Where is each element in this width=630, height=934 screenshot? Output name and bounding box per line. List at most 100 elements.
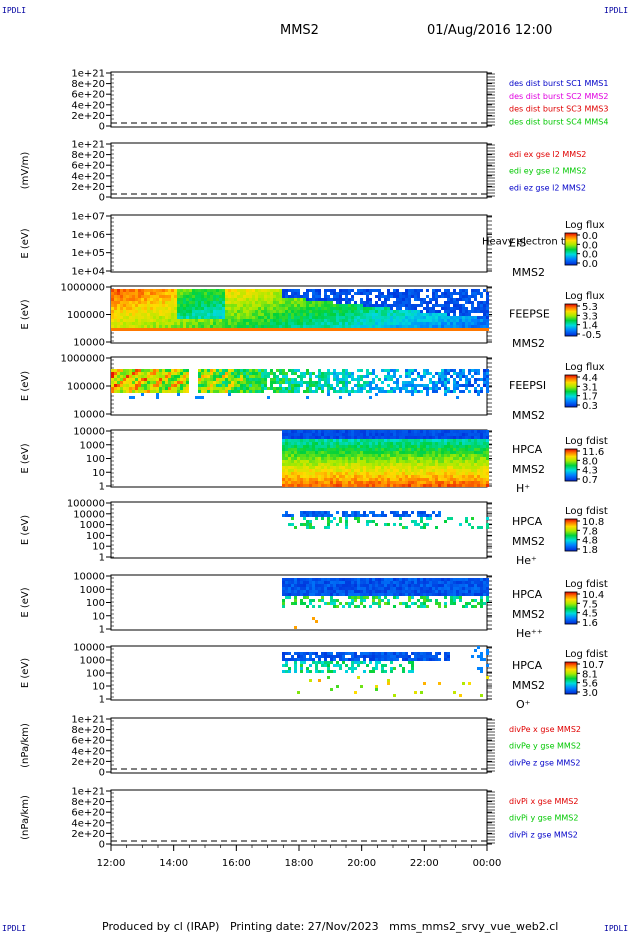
spectrogram-cell — [453, 593, 456, 596]
spectrogram-cell — [324, 310, 327, 313]
spectrogram-cell — [486, 463, 489, 466]
spectrogram-cell — [318, 460, 321, 463]
spectrogram-cell — [258, 375, 261, 378]
spectrogram-cell — [159, 375, 162, 378]
spectrogram-cell — [453, 372, 456, 375]
spectrogram-cell — [471, 517, 474, 520]
spectrogram-cell — [246, 369, 249, 372]
spectrogram-cell — [330, 439, 333, 442]
spectrogram-cell — [192, 289, 195, 292]
spectrogram-cell — [450, 581, 453, 584]
spectrogram-cell — [456, 328, 459, 331]
spectrogram-cell — [447, 436, 450, 439]
spectrogram-cell — [477, 390, 480, 393]
spectrogram-cell — [327, 322, 330, 325]
spectrogram-cell — [135, 313, 138, 316]
spectrogram-cell — [357, 325, 360, 328]
spectrogram-cell — [444, 307, 447, 310]
spectrogram-cell — [393, 511, 396, 514]
spectrogram-cell — [267, 316, 270, 319]
spectrogram-cell — [426, 475, 429, 478]
spectrogram-cell — [366, 448, 369, 451]
spectrogram-cell — [411, 451, 414, 454]
spectrogram-cell — [483, 384, 486, 387]
spectrogram-cell — [468, 301, 471, 304]
spectrogram-cell — [426, 316, 429, 319]
spectrogram-cell — [393, 292, 396, 295]
spectrogram-cell — [318, 372, 321, 375]
spectrogram-cell — [198, 304, 201, 307]
spectrogram-cell — [147, 328, 150, 331]
spectrogram-cell — [411, 439, 414, 442]
spectrogram-cell — [309, 469, 312, 472]
spectrogram-cell — [441, 307, 444, 310]
spectrogram-cell — [234, 310, 237, 313]
spectrogram-cell — [438, 289, 441, 292]
spectrogram-cell — [126, 325, 129, 328]
spectrogram-cell — [408, 313, 411, 316]
spectrogram-cell — [444, 310, 447, 313]
spectrogram-cell — [366, 484, 369, 487]
spectrogram-cell — [483, 451, 486, 454]
spectrogram-cell — [312, 590, 315, 593]
spectrogram-cell — [288, 387, 291, 390]
spectrogram-cell — [315, 298, 318, 301]
spectrogram-cell — [357, 593, 360, 596]
spectrogram-cell — [249, 322, 252, 325]
spectrogram-cell — [324, 304, 327, 307]
spectrogram-cell — [162, 384, 165, 387]
spectrogram-cell — [294, 301, 297, 304]
spectrogram-cell — [429, 445, 432, 448]
spectrogram-cell — [372, 593, 375, 596]
y-tick-label: 1 — [99, 482, 105, 493]
spectrogram-cell — [396, 292, 399, 295]
spectrogram-cell — [486, 316, 489, 319]
spectrogram-cell — [396, 289, 399, 292]
spectrogram-cell — [399, 478, 402, 481]
spectrogram-cell — [402, 587, 405, 590]
spectrogram-cell — [348, 590, 351, 593]
spectrogram-cell — [318, 381, 321, 384]
y-axis-label: E (eV) — [20, 228, 31, 258]
panel-frame — [110, 214, 488, 273]
spectrogram-cell — [339, 466, 342, 469]
spectrogram-cell — [408, 322, 411, 325]
spectrogram-cell — [393, 387, 396, 390]
spectrogram-cell — [234, 328, 237, 331]
spectrogram-cell — [465, 433, 468, 436]
spectrogram-cell — [366, 439, 369, 442]
spectrogram-cell — [387, 384, 390, 387]
spectrogram-cell — [165, 381, 168, 384]
spectrogram-cell — [417, 436, 420, 439]
spectrogram-cell — [306, 372, 309, 375]
spectrogram-cell — [294, 298, 297, 301]
spectrogram-cell — [411, 292, 414, 295]
spectrogram-cell — [288, 478, 291, 481]
spectrogram-cell — [393, 451, 396, 454]
spectrogram-cell — [381, 436, 384, 439]
spectrogram-cell — [147, 298, 150, 301]
spectrogram-cell — [480, 457, 483, 460]
spectrogram-cell — [390, 445, 393, 448]
spectrogram-cell — [447, 292, 450, 295]
spectrogram-cell — [420, 316, 423, 319]
spectrogram-cell — [306, 433, 309, 436]
spectrogram-cell — [270, 295, 273, 298]
spectrogram-cell — [435, 593, 438, 596]
spectrogram-cell — [432, 472, 435, 475]
spectrogram-cell — [318, 478, 321, 481]
colorbar-cell — [565, 527, 577, 529]
spectrogram-cell — [222, 387, 225, 390]
spectrogram-cell — [360, 439, 363, 442]
spectrogram-cell — [408, 369, 411, 372]
spectrogram-cell — [381, 390, 384, 393]
spectrogram-cell — [171, 372, 174, 375]
spectrogram-cell — [402, 457, 405, 460]
spectrogram-cell — [312, 322, 315, 325]
spectrogram-cell — [309, 433, 312, 436]
spectrogram-cell — [138, 298, 141, 301]
spectrogram-cell — [366, 460, 369, 463]
spectrogram-cell — [162, 289, 165, 292]
spectrogram-cell — [468, 295, 471, 298]
spectrogram-cell — [420, 593, 423, 596]
